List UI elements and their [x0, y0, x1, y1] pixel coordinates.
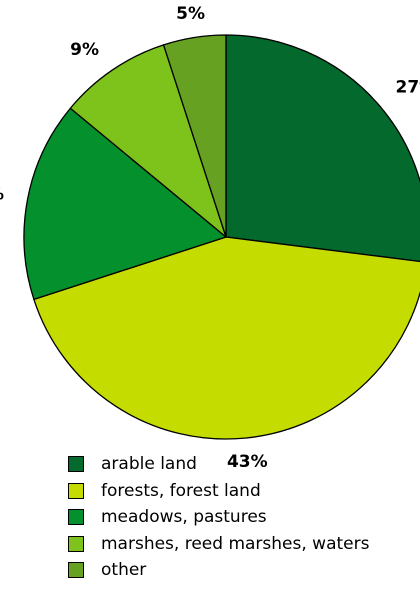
pie-value-label: 43%	[227, 452, 268, 472]
legend-label: arable land	[101, 454, 197, 475]
pie-slice-marshes-reed-marshes-waters	[69, 44, 227, 238]
legend: arable land forests, forest land meadows…	[68, 451, 369, 584]
legend-swatch	[68, 482, 84, 499]
pie-slice-forests-forest-land	[33, 236, 420, 440]
pie-slice-other	[162, 34, 227, 238]
pie-slices	[23, 34, 420, 440]
legend-item-other: other	[68, 557, 369, 584]
legend-swatch	[68, 535, 84, 552]
pie-slice-arable-land	[225, 34, 420, 263]
legend-item-arable-land: arable land	[68, 451, 369, 478]
pie-value-labels: 27% 43% 16% 9% 5%	[0, 4, 420, 472]
pie-value-label: 9%	[70, 40, 99, 60]
legend-swatch	[68, 562, 84, 579]
legend-item-marshes: marshes, reed marshes, waters	[68, 531, 369, 558]
legend-swatch	[68, 456, 84, 473]
legend-swatch	[68, 509, 84, 526]
legend-label: marshes, reed marshes, waters	[101, 533, 370, 554]
legend-item-meadows: meadows, pastures	[68, 504, 369, 531]
pie-value-label: 16%	[0, 185, 4, 205]
pie-value-label: 5%	[176, 4, 205, 24]
pie-value-label: 27%	[396, 78, 420, 98]
legend-label: forests, forest land	[101, 480, 261, 501]
pie-slice-meadows-pastures	[23, 107, 227, 301]
legend-label: meadows, pastures	[101, 507, 267, 528]
legend-label: other	[101, 560, 147, 581]
legend-item-forests: forests, forest land	[68, 478, 369, 505]
